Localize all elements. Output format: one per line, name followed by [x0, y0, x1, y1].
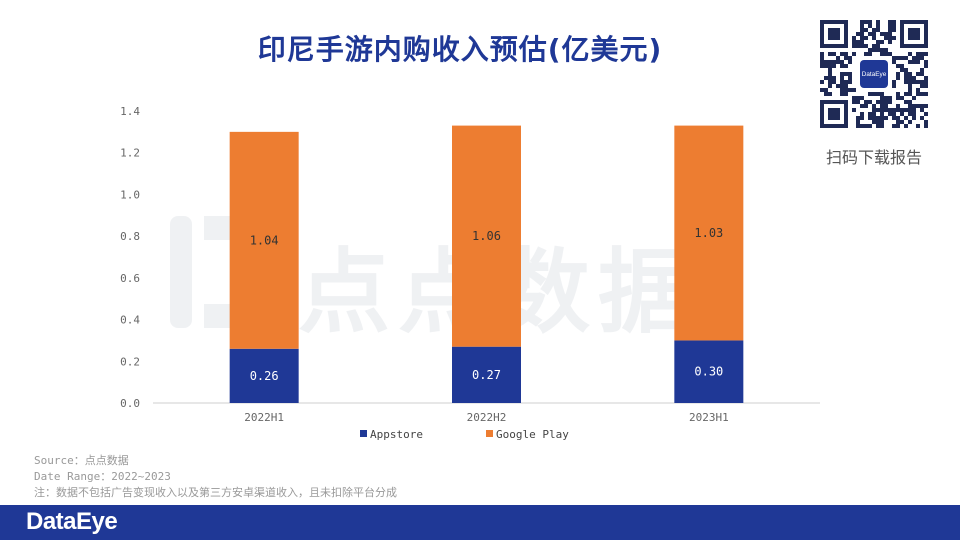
- source-notes: Source：点点数据 Date Range：2022~2023 注：数据不包括…: [34, 453, 397, 501]
- data-label: 1.04: [250, 233, 279, 247]
- x-tick-label: 2022H2: [467, 411, 507, 424]
- y-tick-label: 0.8: [120, 230, 140, 243]
- bar-appstore: [452, 346, 521, 403]
- bar-appstore: [229, 348, 299, 403]
- note-source: Source：点点数据: [34, 454, 129, 467]
- legend-label: Google Play: [496, 428, 569, 441]
- x-axis: 2022H1 2022H2 2023H1: [244, 411, 728, 424]
- qr-code: DataEye: [816, 16, 932, 132]
- qr-logo-text: DataEye: [862, 71, 887, 78]
- y-tick-label: 0.0: [120, 397, 140, 410]
- y-tick-label: 1.4: [120, 105, 140, 118]
- data-label: 0.26: [250, 369, 279, 383]
- y-tick-label: 0.4: [120, 314, 140, 327]
- chart-title: 印尼手游内购收入预估(亿美元): [257, 33, 663, 66]
- y-tick-label: 1.2: [120, 147, 140, 160]
- legend-item: Google Play: [486, 428, 569, 441]
- legend-label: Appstore: [370, 428, 423, 441]
- data-label: 0.30: [694, 365, 723, 379]
- data-label: 0.27: [472, 368, 501, 382]
- bar-google-play: [452, 125, 521, 347]
- qr-caption: 扫码下载报告: [825, 148, 922, 167]
- y-tick-label: 0.2: [120, 355, 140, 368]
- legend-swatch: [360, 430, 367, 437]
- bar-appstore: [674, 340, 744, 403]
- x-tick-label: 2022H1: [244, 411, 284, 424]
- y-axis: 0.0 0.2 0.4 0.6 0.8 1.0 1.2 1.4: [120, 105, 140, 410]
- data-label: 1.06: [472, 229, 501, 243]
- x-tick-label: 2023H1: [689, 411, 729, 424]
- y-tick-label: 0.6: [120, 272, 140, 285]
- bar-google-play: [229, 131, 299, 349]
- footer-bar: DataEye: [0, 505, 960, 540]
- note-date-range: Date Range：2022~2023: [34, 470, 171, 483]
- legend-item: Appstore: [360, 428, 423, 441]
- bars: 0.26 1.04 0.27 1.06 0.30 1.03: [229, 125, 744, 403]
- note-disclaimer: 注：数据不包括广告变现收入以及第三方安卓渠道收入，且未扣除平台分成: [34, 486, 397, 499]
- legend-swatch: [486, 430, 493, 437]
- y-tick-label: 1.0: [120, 188, 140, 201]
- bar-google-play: [674, 125, 744, 341]
- data-label: 1.03: [694, 226, 723, 240]
- brand-logo: DataEye: [26, 508, 118, 535]
